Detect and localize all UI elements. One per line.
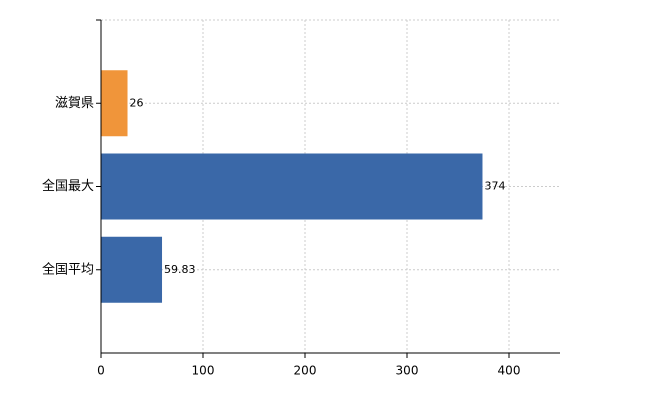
bar [101,236,163,303]
bar [101,70,128,137]
x-tick-label: 100 [192,364,215,378]
y-tick-label: 全国最大 [42,178,94,194]
bar [101,153,483,220]
x-tick-label: 200 [294,364,317,378]
value-label: 374 [484,180,505,193]
y-tick-label: 全国平均 [42,261,94,277]
value-label: 59.83 [164,263,196,276]
y-tick-label: 滋賀県 [55,96,94,111]
x-tick-label: 400 [498,364,521,378]
x-tick-label: 300 [396,364,419,378]
value-label: 26 [130,96,144,109]
x-tick-label: 0 [97,364,105,378]
